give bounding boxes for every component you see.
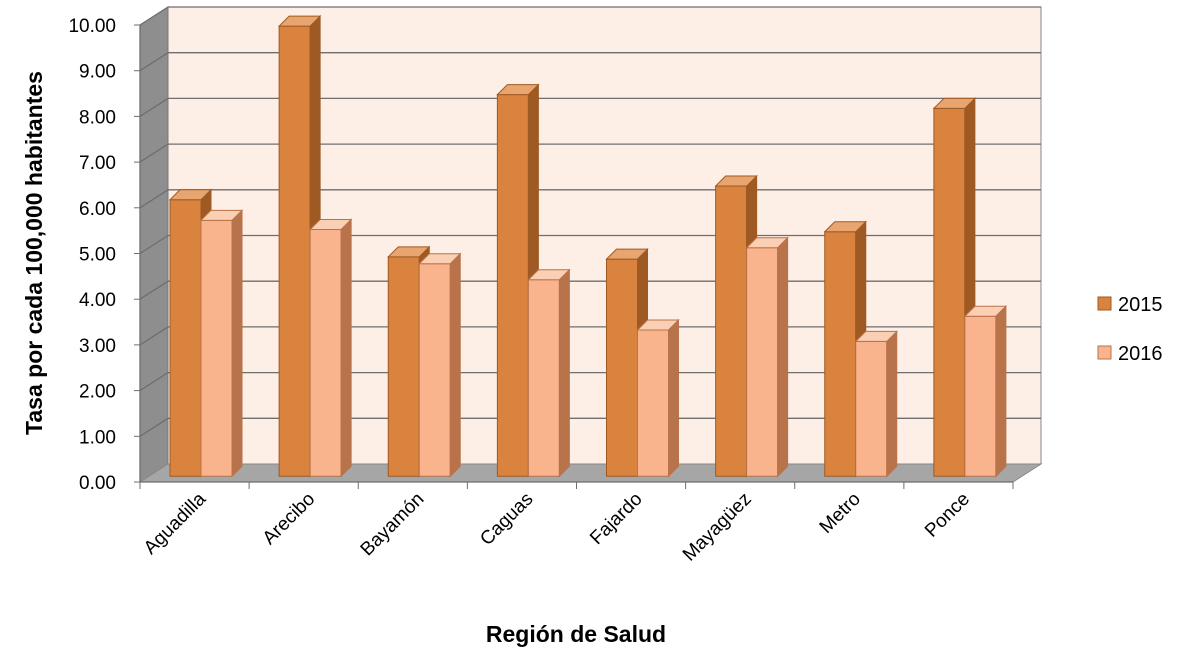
bar-top [199,209,244,221]
bar-front [637,329,669,477]
y-tick-label: 7.00 [79,153,116,174]
y-tick-label: 4.00 [79,290,116,311]
bar-2016-Caguas [527,268,571,478]
x-axis-title: Región de Salud [486,621,666,647]
gridline-side [139,326,169,346]
bar-2016-Metro [854,330,898,478]
gridline-side [139,417,169,437]
bar-front [418,263,451,477]
bar-front [933,107,966,477]
y-tick-label: 0.00 [79,473,116,494]
y-tick-labels: 0.00 1.00 2.00 3.00 4.00 5.00 6.00 7.00 8.00 9.00… [68,16,140,494]
bar-top [418,253,462,265]
bar-front [824,231,857,477]
y-axis-title: Tasa por cada 100,000 habitantes [21,71,47,435]
gridline-side [139,372,169,392]
bar-front [200,219,233,477]
y-tick-label: 1.00 [79,427,116,448]
gridline-side [139,6,169,26]
bar-front [855,340,888,477]
bar-top [932,97,977,109]
bar-top [527,269,571,281]
y-tick-label: 2.00 [79,382,116,403]
legend: 2015 2016 [1097,294,1163,365]
bar-front [278,25,311,477]
bar-top [168,189,213,201]
legend-swatch-2015 [1097,296,1112,311]
y-tick-label: 6.00 [79,199,116,220]
gridline-side [139,189,169,209]
bar-front [715,185,748,477]
y-tick-label: 3.00 [79,336,116,357]
bar-side [995,305,1007,478]
bar-front [746,247,779,477]
bar-side [886,330,898,478]
legend-label-2016: 2016 [1118,343,1163,365]
gridline-side [139,234,169,255]
bar-top [308,218,353,230]
bar-side [558,268,570,478]
bar-front [527,279,560,477]
y-tick-label: 5.00 [79,245,116,266]
bar-front [606,258,638,477]
x-tick-label: Arecibo [259,489,319,549]
bar-top [854,330,898,342]
bar-top [714,175,758,187]
x-tick-label: Bayamón [357,489,429,561]
bar-2016-Bayamón [418,252,462,478]
bar-side [668,318,679,478]
bar-top [963,305,1008,317]
y-tick-label: 8.00 [79,107,116,128]
bar-top [387,246,431,258]
bar-front [496,94,529,477]
bar-side [777,236,789,478]
bar-front [309,228,342,477]
x-tick-label: Aguadilla [140,488,210,558]
y-tick-label: 10.00 [68,16,116,37]
bar-2016-Ponce [963,305,1008,478]
bar-top [823,221,867,233]
x-tick-labels: Aguadilla Arecibo Bayamón Caguas Fajardo Maya… [139,482,1014,566]
bar-side [231,209,243,478]
bar-side [449,252,461,478]
gridline-side [139,52,169,72]
bar-top [496,84,540,96]
gridline-side [139,97,169,117]
legend-swatch-2016 [1097,345,1112,360]
bar-top [745,237,789,249]
x-tick-label: Metro [816,489,865,538]
x-tick-label: Mayagüez [679,489,756,566]
legend-label-2015: 2015 [1118,294,1163,316]
bars [168,14,1008,478]
bar-top [636,319,680,331]
bar-2016-Fajardo [636,318,680,478]
bar-2016-Arecibo [308,218,353,478]
bar-front [169,199,202,477]
y-tick-label: 9.00 [79,62,116,83]
bar-front [964,315,997,477]
bar-top [277,15,322,27]
bar-side [340,218,352,478]
floor [138,463,1043,483]
bar-2016-Mayagüez [745,236,789,478]
gridline-side [139,280,169,300]
bar-2016-Aguadilla [199,209,244,478]
bar-top [605,248,649,260]
x-tick-label: Caguas [476,489,537,550]
bar-front [387,256,420,477]
gridline-side [139,143,169,163]
bar-2015-Ponce [932,97,977,478]
x-tick-label: Ponce [921,489,974,542]
x-tick-label: Fajardo [586,489,646,549]
chart-walls [138,6,1043,483]
